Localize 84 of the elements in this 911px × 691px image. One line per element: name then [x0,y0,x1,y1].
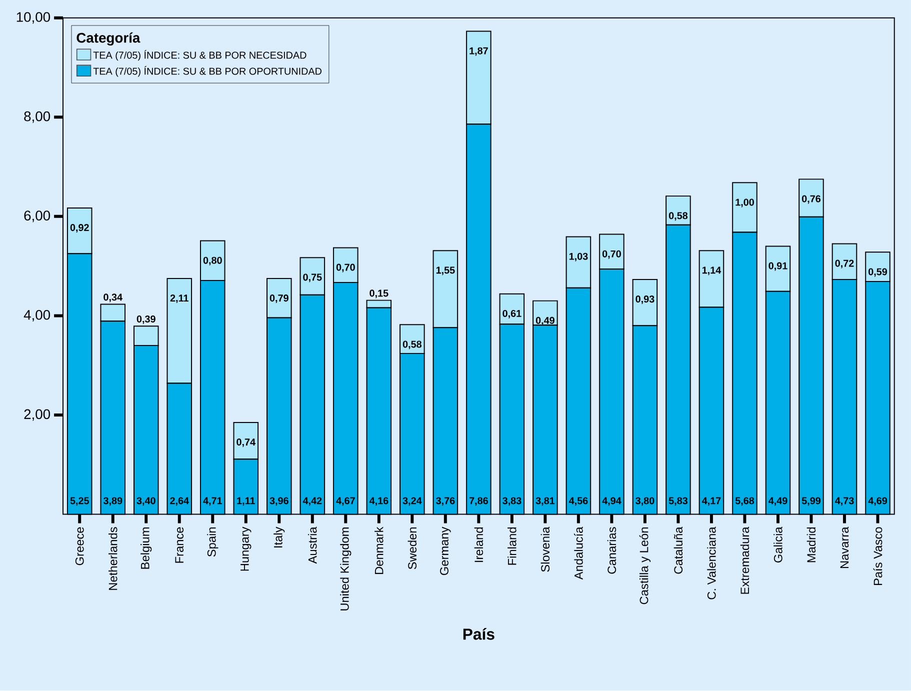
data-label: 0,72 [835,260,854,268]
data-label: 5,25 [70,497,89,506]
data-label: 4,56 [568,497,588,506]
x-tick-label: Cataluña [674,526,683,574]
data-label: 0,15 [370,290,388,298]
data-label: 1,87 [470,47,488,56]
x-tick-label: France [175,527,184,563]
x-tick-label: Belgium [140,528,152,569]
data-label: 4,69 [868,497,888,506]
data-label: 3,80 [636,497,654,506]
x-tick-label: Denmark [374,526,384,574]
x-tick-label: Extremadura [740,526,750,594]
data-label: 0,58 [668,212,688,221]
data-label: 0,39 [136,316,156,324]
data-label: 0,70 [602,250,621,259]
data-label: 4,73 [835,497,854,506]
data-label: 3,89 [103,497,122,506]
data-label: 1,00 [736,198,754,208]
y-tick-label: 10,00 [16,12,50,24]
x-tick-label: Germany [440,526,451,576]
x-tick-label: Castilla y León [639,528,651,604]
y-tick-label: 4,00 [24,310,50,322]
data-label: 0,49 [536,317,554,326]
data-label: 0,75 [303,274,322,282]
y-tick-label: 2,00 [24,409,50,421]
data-label: 0,92 [70,224,89,233]
data-label: 0,91 [768,262,788,271]
data-label: 0,79 [270,294,288,304]
x-tick-label: Ireland [474,528,484,562]
data-label: 5,68 [735,497,754,506]
data-label: 1,11 [237,497,255,506]
data-label: 3,40 [136,497,156,506]
x-tick-label: Finland [508,528,516,565]
x-tick-label: Navarra [840,526,849,568]
data-label: 4,71 [203,497,222,506]
data-label: 0,74 [236,438,256,448]
x-tick-label: Sweden [408,528,417,570]
legend-label: TEA (7/05) ÍNDICE: SU & BB POR NECESIDAD [93,50,306,61]
data-label: 0,80 [203,256,222,266]
x-tick-label: Austria [308,526,317,564]
legend-label: TEA (7/05) ÍNDICE: SU & BB POR OPORTUNIDAD [93,66,322,77]
data-label: 3,76 [436,497,455,506]
data-label: 4,16 [369,497,388,506]
data-label: 7,86 [469,497,488,506]
data-label: 5,83 [668,497,688,506]
data-label: 4,17 [702,497,721,506]
x-tick-label: Netherlands [108,527,118,590]
data-label: 0,76 [802,195,821,204]
x-tick-label: Galicia [774,526,782,563]
data-label: 2,11 [170,294,188,304]
data-label: 1,55 [436,266,455,276]
y-tick-label: 8,00 [24,112,50,124]
x-tick-label: Madrid [806,528,816,562]
data-label: 0,59 [868,268,888,277]
x-tick-label: C. Valenciana [707,526,716,600]
data-label: 0,61 [502,310,522,319]
legend-title: Categoría [76,32,140,46]
data-label: 3,83 [502,497,522,506]
data-label: 0,70 [336,264,355,272]
x-axis-title: País [463,628,494,640]
x-tick-label: Italy [274,526,285,548]
data-label: 3,96 [270,497,288,506]
x-tick-label: United Kingdom [340,528,352,611]
x-tick-label: País Vasco [873,527,882,586]
data-label: 0,34 [104,294,122,302]
data-label: 0,58 [402,340,422,350]
x-tick-label: Canarias [607,527,616,574]
x-tick-label: Slovenia [540,526,550,572]
x-tick-label: Andalucía [574,526,583,580]
data-label: 0,93 [636,296,654,304]
data-label: 3,81 [536,497,555,506]
data-label: 4,42 [302,497,322,506]
data-label: 3,24 [402,497,422,506]
x-tick-label: Spain [207,528,218,557]
data-label: 4,94 [602,497,622,506]
y-tick-label: 6,00 [24,210,50,222]
data-label: 4,49 [768,497,788,506]
data-label: 5,99 [802,497,821,506]
data-label: 2,64 [170,497,189,506]
data-label: 1,03 [569,253,588,262]
data-label: 1,14 [702,266,722,276]
x-tick-label: Greece [75,527,84,566]
x-tick-label: Hungary [240,526,252,571]
data-label: 4,67 [336,497,355,506]
